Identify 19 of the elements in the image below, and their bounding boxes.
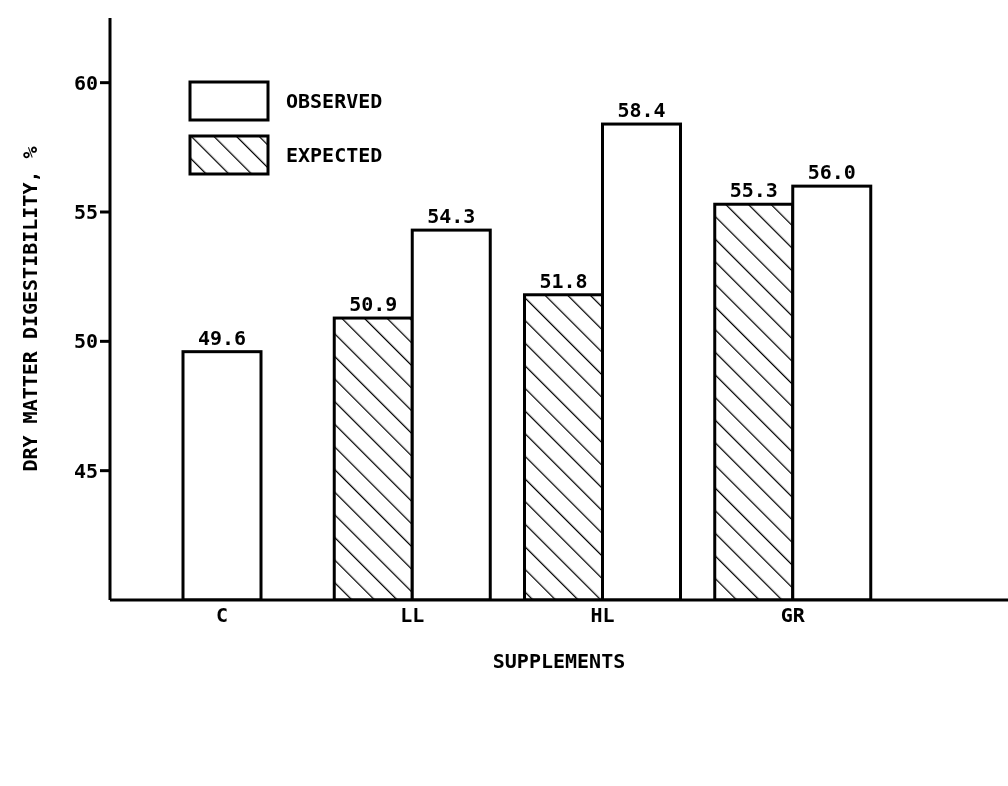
legend-label: EXPECTED <box>286 143 383 167</box>
x-tick-label: LL <box>400 603 425 628</box>
data-label: 58.4 <box>617 98 666 123</box>
data-label: 51.8 <box>539 268 588 293</box>
data-label: 49.6 <box>197 325 247 350</box>
x-tick-label: C <box>216 603 229 628</box>
y-tick-label: 55 <box>73 200 98 225</box>
y-axis-title: DRY MATTER DIGESTIBILITY, % <box>18 146 43 472</box>
x-tick-label: HL <box>590 603 615 628</box>
x-tick-label: GR <box>780 603 806 628</box>
y-tick-label: 60 <box>73 70 98 95</box>
legend-label: OBSERVED <box>286 89 383 113</box>
data-label: 50.9 <box>349 292 398 317</box>
data-label: 55.3 <box>729 178 778 203</box>
x-axis-title: SUPPLEMENTS <box>492 649 626 673</box>
y-tick-label: 45 <box>73 458 98 483</box>
data-label: 56.0 <box>807 160 856 185</box>
y-tick-label: 50 <box>73 329 98 354</box>
data-label: 54.3 <box>427 204 476 229</box>
